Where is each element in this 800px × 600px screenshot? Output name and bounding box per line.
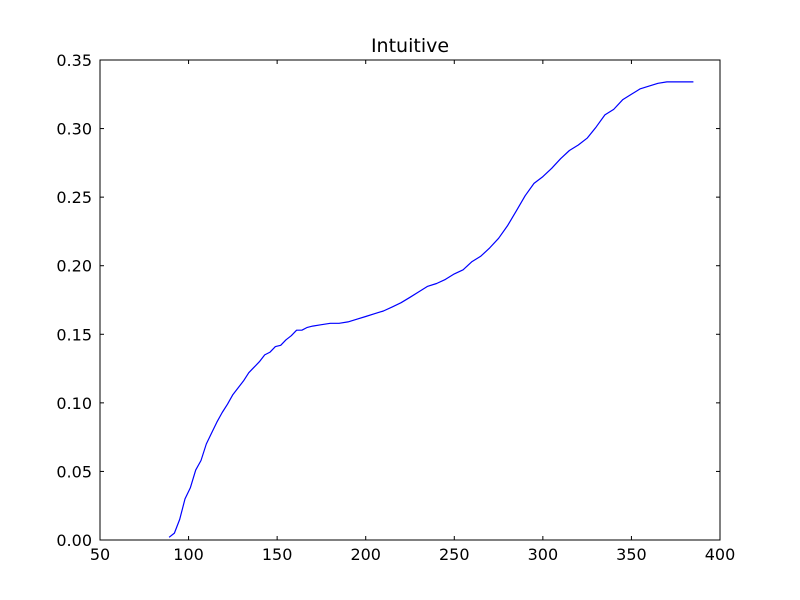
x-tick-label: 150 [262, 545, 293, 564]
chart-title: Intuitive [371, 35, 449, 57]
y-tick-label: 0.10 [56, 394, 92, 413]
series-layer [168, 81, 694, 538]
x-tick-label: 200 [350, 545, 381, 564]
x-tick-label: 100 [173, 545, 204, 564]
y-tick-label: 0.05 [56, 462, 92, 481]
x-tick-label: 250 [439, 545, 470, 564]
y-tick-label: 0.30 [56, 120, 92, 139]
x-tick-label: 50 [90, 545, 110, 564]
plot-frame [99, 59, 721, 541]
x-tick-label: 300 [528, 545, 559, 564]
x-tick-label: 400 [705, 545, 736, 564]
series-line [168, 81, 694, 538]
tick-labels-layer: 50 100 150 200 250 300 350 400 0.00 0.05 0.10 0.15 0… [56, 51, 735, 564]
y-tick-label: 0.35 [56, 51, 92, 70]
y-tick-label: 0.25 [56, 188, 92, 207]
y-tick-label: 0.00 [56, 531, 92, 550]
x-tick-label: 350 [616, 545, 647, 564]
y-tick-label: 0.20 [56, 257, 92, 276]
y-tick-label: 0.15 [56, 325, 92, 344]
